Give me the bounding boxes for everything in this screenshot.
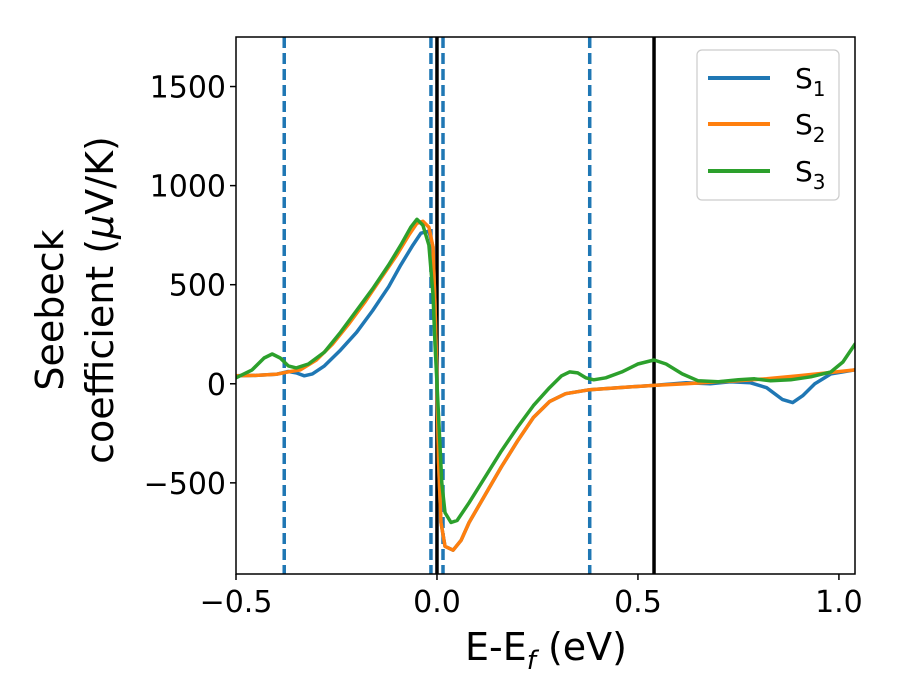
y-tick-label-5: 1500 [150, 71, 226, 106]
x-tick-label-3: 0.5 [614, 585, 662, 620]
y-tick-label-2: 0 [207, 368, 226, 403]
legend-label-s1-sub: 1 [813, 77, 826, 101]
y-axis-label: Seebeck coefficient (μV/K) [28, 136, 122, 464]
x-axis-ticks: −0.5 0.0 0.5 1.0 [200, 574, 863, 620]
legend-label-s1: S1 [795, 62, 826, 101]
y-tick-label-1: −500 [144, 467, 226, 502]
plot-frame [235, 36, 856, 575]
legend-item-s3: S3 [708, 155, 826, 194]
legend: S1 S2 S3 [696, 49, 840, 201]
y-axis-label-mu: μ [78, 215, 122, 240]
legend-label-s3-main: S [795, 155, 813, 188]
legend-label-s1-main: S [795, 62, 813, 95]
y-axis-label-line2-a: coefficient ( [78, 239, 122, 464]
y-axis-label-line1: Seebeck [28, 229, 72, 390]
x-axis-label: E-Ef (eV) [465, 625, 627, 676]
x-tick-label-2: 0.0 [413, 585, 461, 620]
x-axis-label-unit: (eV) [536, 625, 627, 669]
series-lines [236, 217, 855, 552]
legend-label-s2-sub: 2 [813, 123, 826, 147]
legend-label-s3-sub: 3 [813, 170, 826, 194]
x-tick-label-4: 1.0 [815, 585, 863, 620]
x-tick-label-1: −0.5 [200, 585, 273, 620]
y-axis-label-line2-b: V/K) [78, 136, 122, 215]
series-line-s3 [236, 217, 855, 525]
y-axis-label-line2: coefficient (μV/K) [78, 136, 122, 464]
legend-label-s3: S3 [795, 155, 826, 194]
y-tick-label-4: 1000 [150, 170, 226, 205]
x-axis-label-main: E-E [465, 625, 527, 669]
legend-label-s2: S2 [795, 108, 826, 147]
y-axis-ticks: −500 0 500 1000 1500 [144, 71, 236, 502]
y-tick-label-3: 500 [169, 269, 226, 304]
legend-label-s2-main: S [795, 108, 813, 141]
reference-lines [282, 37, 656, 574]
legend-item-s1: S1 [708, 62, 826, 101]
legend-item-s2: S2 [708, 108, 826, 147]
